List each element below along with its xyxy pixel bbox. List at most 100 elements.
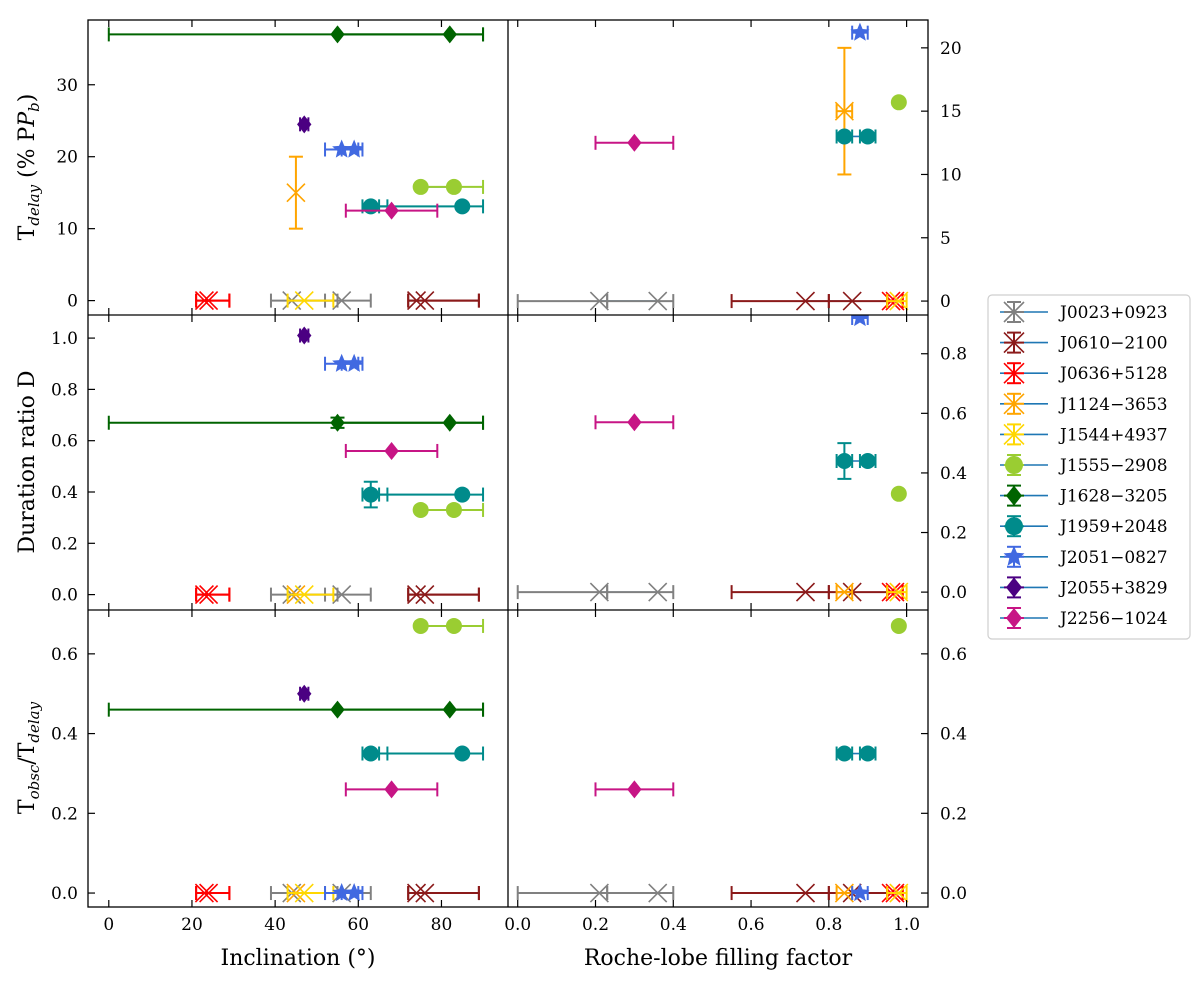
- marker-tr-s0-b: [648, 291, 668, 311]
- y-tick-label-tr: 10: [940, 165, 962, 185]
- legend-label: J2256−1024: [1058, 609, 1168, 629]
- panel-tl: [107, 25, 485, 311]
- panel-br: [516, 617, 909, 903]
- panel-mr: [516, 315, 909, 602]
- x-axis-label-right: Roche-lobe filling factor: [584, 946, 853, 971]
- y-tick-label-ml: 0.2: [51, 534, 78, 554]
- marker-ml-s2-b: [199, 585, 219, 605]
- marker-mr-s10-a: [627, 413, 642, 432]
- frames: [87, 19, 929, 908]
- marker-ml-s9-a: [297, 326, 312, 345]
- y-tick-label-mr: 0.2: [940, 524, 967, 544]
- y-tick-label-tl: 0: [67, 292, 78, 312]
- marker-mr-s8-a: [850, 315, 870, 327]
- marker-tr-s5-a: [890, 94, 907, 111]
- marker-mr-s0-b: [648, 582, 668, 602]
- marker-tl-s10-a: [384, 201, 399, 220]
- marker-tr-s3-a: [834, 101, 854, 121]
- marker-tr-s7-b: [859, 128, 876, 145]
- marker-br-s5-a: [890, 617, 907, 634]
- legend-marker: [1003, 362, 1025, 384]
- legend-box: [987, 294, 1191, 640]
- marker-mr-s1-a: [795, 582, 816, 602]
- marker-bl-s4-a: [294, 883, 314, 903]
- x-axis-label-left: Inclination (°): [221, 946, 376, 971]
- legend-item: J0636+5128: [1000, 362, 1168, 385]
- y-axis-label-middle: Duration ratio D: [15, 370, 40, 553]
- y-tick-label-br: 0.2: [940, 804, 967, 824]
- y-tick-label-br: 0.4: [940, 725, 967, 745]
- marker-bl-s9-a: [297, 684, 312, 703]
- x-tick-label-br: 0.6: [738, 915, 765, 935]
- marker-tl-s4-a: [294, 291, 314, 311]
- y-tick-label-mr: 0.0: [940, 583, 967, 603]
- marker-br-s7-b: [859, 745, 876, 762]
- marker-br-s0-b: [648, 883, 668, 903]
- y-tick-label-ml: 0.0: [51, 586, 78, 606]
- marker-bl-s6-b: [442, 700, 457, 719]
- marker-br-s3-a: [834, 883, 854, 903]
- marker-ml-s7-b: [454, 486, 471, 503]
- legend-label: J1628−3205: [1058, 487, 1168, 507]
- legend-item: J0023+0923: [1000, 301, 1168, 323]
- y-tick-label-ml: 0.6: [51, 432, 78, 452]
- marker-ml-s5-b: [445, 501, 462, 518]
- marker-tr-s8-a: [850, 22, 870, 41]
- marker-tl-s7-a: [362, 198, 379, 215]
- y-tick-label-ml: 0.4: [51, 483, 78, 503]
- legend-label: J1124−3653: [1058, 395, 1168, 415]
- legend-item: J1628−3205: [1000, 484, 1168, 507]
- marker-mr-s4-a: [889, 582, 909, 602]
- marker-br-s7-a: [836, 745, 853, 762]
- legend-label: J1959+2048: [1058, 517, 1168, 537]
- marker-tr-s4-a: [889, 291, 909, 311]
- marker-bl-s5-b: [445, 617, 462, 634]
- legend-marker: [1003, 332, 1025, 354]
- legend-label: J0636+5128: [1058, 364, 1168, 384]
- legend-item: J2051−0827: [1000, 545, 1168, 568]
- marker-bl-s10-a: [384, 780, 399, 799]
- legend-item: J1124−3653: [1000, 392, 1168, 415]
- marker-tl-s7-b: [454, 198, 471, 215]
- marker-br-s0-a: [589, 883, 609, 903]
- marker-tr-s1-a: [795, 291, 816, 311]
- marker-tl-s2-b: [199, 291, 219, 311]
- x-tick-label-bl: 80: [431, 915, 453, 935]
- legend-marker: [1005, 517, 1023, 536]
- legend-marker: [1006, 577, 1022, 598]
- legend-marker: [1003, 393, 1025, 415]
- marker-ml-s10-a: [384, 441, 399, 460]
- marker-mr-s3-a: [834, 582, 854, 602]
- x-tick-label-br: 1.0: [893, 915, 920, 935]
- panel-tr: [516, 22, 909, 311]
- marker-tl-s5-b: [445, 178, 462, 195]
- marker-bl-s2-b: [199, 883, 219, 903]
- marker-tr-s0-a: [589, 291, 609, 311]
- axes-ticks: 0 10 20 30 0 5 10 15 20 0.0 0.2 0.4 0.6 0.8 1.0 0.0 0.2 0…: [51, 20, 967, 935]
- x-tick-label-bl: 0: [103, 915, 114, 935]
- marker-tr-s10-a: [627, 133, 642, 152]
- legend-marker: [1003, 545, 1025, 566]
- x-tick-label-br: 0.8: [815, 915, 842, 935]
- y-tick-label-bl: 0.6: [51, 645, 78, 665]
- panel-ml: [107, 326, 485, 605]
- legend-item: J1555−2908: [1000, 454, 1168, 476]
- marker-ml-s1-b: [415, 585, 435, 605]
- marker-mr-s5-a: [890, 485, 907, 502]
- y-tick-label-tl: 10: [56, 220, 78, 240]
- x-tick-label-br: 0.0: [504, 915, 531, 935]
- legend-item: J1959+2048: [1000, 515, 1168, 538]
- legend: J0023+0923 J0610−2100 J0636+5128 J1124−3653…: [987, 294, 1191, 640]
- marker-bl-s1-b: [415, 883, 435, 903]
- marker-ml-s7-a: [362, 486, 379, 503]
- y-tick-label-tl: 30: [56, 76, 78, 96]
- y-tick-label-tr: 20: [940, 39, 962, 59]
- marker-bl-s7-a: [362, 745, 379, 762]
- panels: 0 10 20 30 0 5 10 15 20 0.0 0.2 0.4 0.6 0.8 1.0 0.0 0.2 0…: [51, 20, 967, 935]
- marker-tl-s3-a: [286, 183, 306, 203]
- y-tick-label-br: 0.0: [940, 884, 967, 904]
- y-axis-label-bottom: Tobsc/Tdelay: [15, 701, 43, 814]
- legend-label: J1544+4937: [1058, 425, 1168, 445]
- marker-br-s4-a: [889, 883, 909, 903]
